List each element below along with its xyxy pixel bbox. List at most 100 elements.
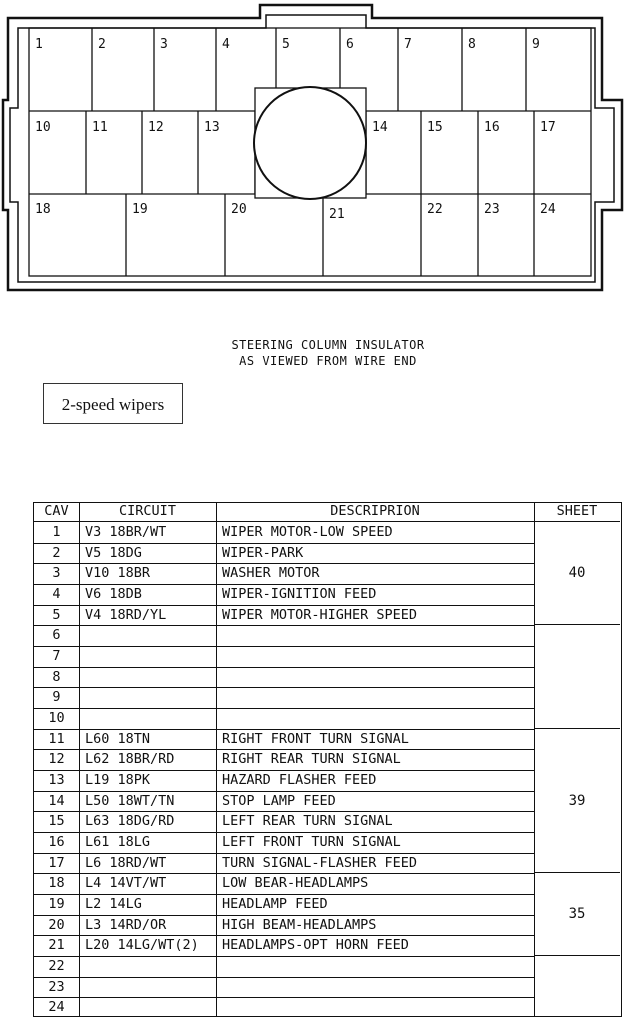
connector-inner-outline: [9, 14, 615, 283]
sheet-cell: [534, 956, 620, 1018]
circuit-cell: L61 18LG: [85, 834, 151, 851]
cavity-number: 8: [468, 37, 476, 52]
cavity-number: 21: [329, 207, 345, 222]
description-cell: WIPER MOTOR-HIGHER SPEED: [222, 606, 418, 623]
table-row: 8: [34, 667, 534, 688]
table-row: 13 L19 18PK HAZARD FLASHER FEED: [34, 770, 534, 791]
caption-line-2: AS VIEWED FROM WIRE END: [239, 354, 417, 368]
circuit-cell: L63 18DG/RD: [85, 813, 175, 830]
circuit-cell: V4 18RD/YL: [85, 606, 167, 623]
table-row: 2 V5 18DG WIPER-PARK: [34, 543, 534, 564]
header-circuit: CIRCUIT: [79, 503, 216, 522]
circuit-cell: V10 18BR: [85, 565, 151, 582]
cav-cell: 6: [52, 627, 61, 644]
column-divider: [79, 503, 80, 1016]
column-divider: [216, 503, 217, 1016]
cav-cell: 7: [52, 648, 61, 665]
cavity-number: 14: [372, 120, 388, 135]
row-divider: [34, 604, 534, 606]
cavity-number: 15: [427, 120, 443, 135]
sheet-cell: 40: [534, 522, 620, 626]
table-row: 18 L4 14VT/WT LOW BEAR-HEADLAMPS: [34, 873, 534, 894]
circuit-cell: L4 14VT/WT: [85, 875, 167, 892]
row-divider: [34, 625, 534, 627]
cavity-number: 2: [98, 37, 106, 52]
description-cell: WASHER MOTOR: [222, 565, 320, 582]
description-cell: HEADLAMPS-OPT HORN FEED: [222, 937, 409, 954]
circuit-cell: V5 18DG: [85, 544, 142, 561]
table-row: 12 L62 18BR/RD RIGHT REAR TURN SIGNAL: [34, 749, 534, 770]
row-divider: [34, 708, 534, 710]
cavity-number: 3: [160, 37, 168, 52]
table-row: 23: [34, 977, 534, 998]
row-divider: [34, 914, 534, 916]
table-row: 17 L6 18RD/WT TURN SIGNAL-FLASHER FEED: [34, 853, 534, 874]
description-cell: WIPER MOTOR-LOW SPEED: [222, 524, 393, 540]
table-row: 6: [34, 625, 534, 646]
circuit-cell: [79, 687, 216, 708]
table-row: 4 V6 18DB WIPER-IGNITION FEED: [34, 584, 534, 605]
circuit-cell: [79, 646, 216, 667]
cav-cell: 14: [48, 792, 65, 809]
row-divider: [34, 770, 534, 772]
row-divider: [34, 542, 534, 544]
table-row: 9: [34, 687, 534, 708]
cavity-number: 16: [484, 120, 500, 135]
cav-cell: 23: [48, 978, 65, 995]
description-cell: HIGH BEAM-HEADLAMPS: [222, 916, 377, 933]
row-divider: [34, 563, 534, 565]
table-row: 24: [34, 997, 534, 1018]
circuit-cell: [79, 625, 216, 646]
cavity-number: 12: [148, 120, 164, 135]
description-cell: HEADLAMP FEED: [222, 896, 328, 913]
cavity-number: 9: [532, 37, 540, 52]
description-cell: STOP LAMP FEED: [222, 792, 336, 809]
row-divider: [34, 584, 534, 585]
sheet-cell: [534, 625, 620, 729]
cav-cell: 15: [48, 813, 65, 830]
row-divider: [34, 852, 534, 854]
cav-cell: 1: [52, 524, 61, 540]
description-cell: WIPER-PARK: [222, 544, 304, 561]
circuit-cell: L2 14LG: [85, 896, 142, 913]
row-divider: [34, 687, 534, 689]
description-cell: [216, 667, 534, 688]
description-cell: [216, 687, 534, 708]
table-row: 21 L20 14LG/WT(2) HEADLAMPS-OPT HORN FEED: [34, 935, 534, 956]
circuit-cell: L19 18PK: [85, 772, 151, 789]
table-row: 10: [34, 708, 534, 729]
cav-cell: 2: [52, 544, 61, 561]
table-row: 11 L60 18TN RIGHT FRONT TURN SIGNAL: [34, 729, 534, 750]
circuit-cell: V3 18BR/WT: [85, 524, 167, 540]
circuit-cell: L3 14RD/OR: [85, 916, 167, 933]
header-description: DESCRIPRION: [216, 503, 534, 522]
row-divider: [34, 956, 534, 958]
description-cell: RIGHT REAR TURN SIGNAL: [222, 751, 401, 768]
circuit-cell: [79, 708, 216, 729]
cavity-grid-border: [28, 27, 592, 277]
column-divider: [534, 503, 535, 1016]
table-row: 20 L3 14RD/OR HIGH BEAM-HEADLAMPS: [34, 915, 534, 936]
cavity-number: 23: [484, 202, 500, 217]
cav-cell: 17: [48, 854, 65, 871]
cavity-number: 24: [540, 202, 556, 217]
cav-cell: 4: [52, 586, 61, 602]
cav-cell: 9: [52, 689, 61, 706]
circuit-cell: L20 14LG/WT(2): [85, 937, 199, 954]
row-divider: [34, 666, 534, 668]
table-row: 15 L63 18DG/RD LEFT REAR TURN SIGNAL: [34, 811, 534, 832]
pinout-table: CAV CIRCUIT DESCRIPRION SHEET 1 V3 18BR/W…: [33, 502, 622, 1017]
table-row: 22: [34, 956, 534, 977]
description-cell: [216, 708, 534, 729]
cavity-number: 5: [282, 37, 290, 52]
description-cell: TURN SIGNAL-FLASHER FEED: [222, 854, 418, 871]
description-cell: [216, 997, 534, 1018]
cavity-number: 18: [35, 202, 51, 217]
circuit-cell: L62 18BR/RD: [85, 751, 175, 768]
circuit-cell: L60 18TN: [85, 730, 151, 747]
row-divider: [34, 832, 534, 834]
row-divider: [34, 935, 534, 937]
cav-cell: 24: [48, 999, 65, 1016]
description-cell: RIGHT FRONT TURN SIGNAL: [222, 730, 409, 747]
